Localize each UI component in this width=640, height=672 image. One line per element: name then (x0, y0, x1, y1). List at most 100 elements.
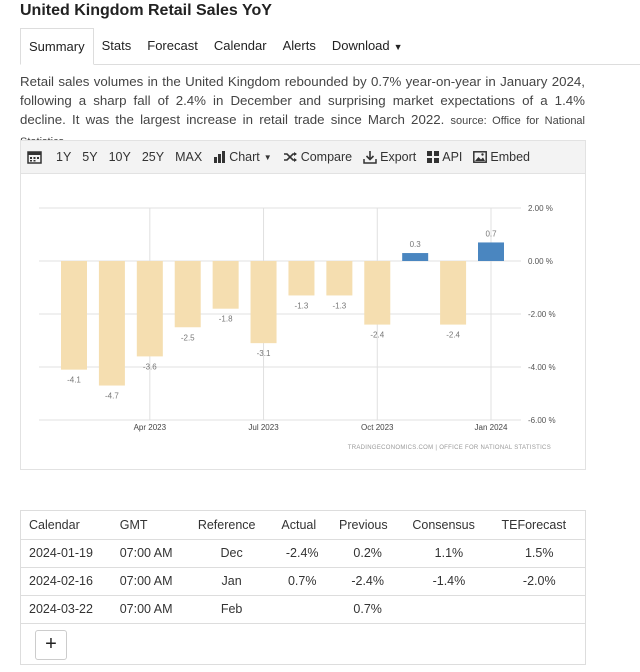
grid-icon (427, 151, 440, 163)
calendar-table: Calendar GMT Reference Actual Previous C… (20, 510, 586, 665)
y-tick-label: 0.00 % (528, 257, 553, 266)
cell-reference: Feb (189, 595, 274, 624)
calendar-header-row: Calendar GMT Reference Actual Previous C… (21, 511, 585, 540)
chart-type-button[interactable]: Chart ▼ (213, 150, 272, 164)
y-tick-label: -2.00 % (528, 310, 556, 319)
compare-label: Compare (300, 150, 353, 164)
chart-toolbar: 1Y 5Y 10Y 25Y MAX Chart ▼ Compare Export… (20, 140, 586, 174)
cell-teforecast: -2.0% (493, 567, 585, 596)
embed-button[interactable]: Embed (473, 150, 530, 164)
y-tick-label: -4.00 % (528, 363, 556, 372)
export-button[interactable]: Export (363, 150, 416, 164)
tab-summary[interactable]: Summary (20, 28, 94, 65)
range-10y-button[interactable]: 10Y (108, 150, 131, 164)
data-label: 0.7 (485, 229, 497, 238)
bar (61, 261, 87, 370)
col-gmt: GMT (111, 511, 190, 540)
page-title: United Kingdom Retail Sales YoY (20, 2, 272, 19)
bar (326, 261, 353, 296)
bar (364, 261, 391, 325)
chart-watermark: TRADINGECONOMICS.COM | OFFICE FOR NATION… (348, 445, 551, 451)
bar (136, 261, 163, 357)
cell-date: 2024-01-19 (21, 539, 112, 568)
data-label: -2.5 (181, 333, 195, 342)
x-tick-label: Jul 2023 (248, 423, 279, 432)
col-previous: Previous (331, 511, 405, 540)
cell-reference: Dec (189, 539, 274, 568)
calendar-icon (27, 151, 42, 164)
cell-consensus: 1.1% (404, 539, 494, 568)
bar (478, 242, 504, 261)
cell-consensus: -1.4% (404, 567, 494, 596)
tab-forecast[interactable]: Forecast (147, 38, 198, 53)
add-row-area: + (21, 624, 585, 664)
description-text: Retail sales volumes in the United Kingd… (20, 74, 585, 127)
cell-previous: 0.7% (331, 595, 405, 624)
cell-actual: 0.7% (273, 567, 331, 596)
bar (440, 261, 467, 325)
data-label: -1.3 (295, 301, 309, 310)
cell-gmt: 07:00 AM (111, 595, 190, 624)
data-label: -4.7 (105, 392, 119, 401)
chart-container: 2.00 % 0.00 % -2.00 % -4.00 % -6.00 % Apr 202… (20, 174, 586, 470)
bar (288, 261, 315, 296)
col-teforecast: TEForecast (493, 511, 585, 540)
range-max-button[interactable]: MAX (175, 150, 203, 164)
chart-type-label: Chart (229, 150, 260, 164)
x-tick-label: Oct 2023 (361, 423, 394, 432)
tab-stats[interactable]: Stats (101, 38, 132, 53)
table-row: 2024-02-16 07:00 AM Jan 0.7% -2.4% -1.4%… (21, 567, 585, 596)
data-label: 0.3 (410, 240, 422, 249)
cell-date: 2024-02-16 (21, 567, 112, 596)
api-label: API (442, 150, 463, 164)
tab-alerts[interactable]: Alerts (282, 38, 316, 53)
bar (212, 261, 239, 309)
export-label: Export (380, 150, 417, 164)
bar (98, 261, 125, 386)
cell-date: 2024-03-22 (21, 595, 112, 624)
embed-label: Embed (490, 150, 531, 164)
tab-download-label: Download (331, 38, 390, 53)
add-button[interactable]: + (35, 629, 67, 660)
table-row: 2024-03-22 07:00 AM Feb 0.7% (21, 595, 585, 624)
calendar-button[interactable] (27, 150, 45, 164)
description: Retail sales volumes in the United Kingd… (20, 72, 585, 152)
col-actual: Actual (273, 511, 331, 540)
api-button[interactable]: API (427, 150, 462, 164)
data-label: -3.1 (257, 349, 271, 358)
tab-bar: Summary Stats Forecast Calendar Alerts D… (20, 28, 640, 65)
data-label: -4.1 (67, 376, 81, 385)
data-label: -3.6 (143, 362, 157, 371)
x-tick-label: Apr 2023 (134, 423, 167, 432)
cell-previous: -2.4% (331, 567, 405, 596)
col-reference: Reference (189, 511, 274, 540)
bar-chart-icon (214, 151, 226, 163)
bar (174, 261, 201, 328)
col-consensus: Consensus (404, 511, 494, 540)
col-calendar: Calendar (21, 511, 112, 540)
compare-button[interactable]: Compare (283, 150, 352, 164)
tab-calendar[interactable]: Calendar (213, 38, 267, 53)
cell-actual: -2.4% (273, 539, 331, 568)
retail-sales-chart: 2.00 % 0.00 % -2.00 % -4.00 % -6.00 % Apr 202… (39, 204, 556, 451)
y-tick-label: -6.00 % (528, 416, 556, 425)
range-1y-button[interactable]: 1Y (56, 150, 72, 164)
tab-download[interactable]: Download ▼ (324, 28, 411, 65)
cell-actual (273, 595, 331, 624)
cell-previous: 0.2% (331, 539, 405, 568)
cell-gmt: 07:00 AM (111, 567, 190, 596)
cell-teforecast (493, 595, 585, 624)
range-25y-button[interactable]: 25Y (141, 150, 165, 164)
range-5y-button[interactable]: 5Y (82, 150, 98, 164)
data-label: -2.4 (446, 331, 460, 340)
cell-reference: Jan (189, 567, 274, 596)
data-label: -2.4 (370, 331, 384, 340)
cell-consensus (404, 595, 494, 624)
image-icon (473, 151, 488, 163)
data-label: -1.8 (219, 315, 233, 324)
data-label: -1.3 (332, 301, 346, 310)
caret-down-icon: ▼ (393, 42, 403, 52)
cell-teforecast: 1.5% (493, 539, 585, 568)
download-icon (363, 150, 377, 164)
chart-caret-icon: ▼ (263, 152, 272, 162)
